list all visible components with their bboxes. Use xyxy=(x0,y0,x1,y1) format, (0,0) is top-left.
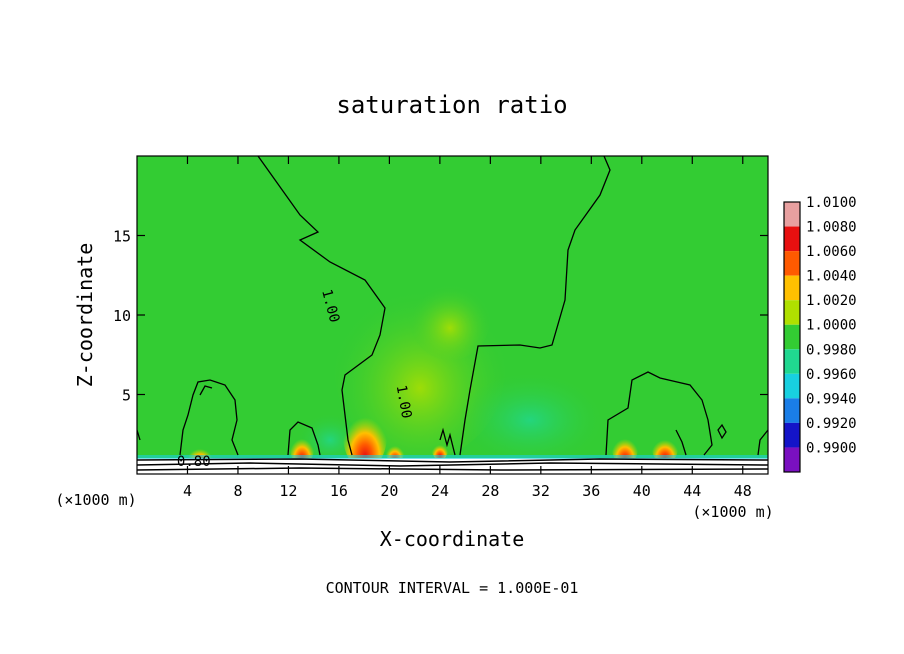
contour-island xyxy=(717,423,727,440)
contour-label: 0.80 xyxy=(177,454,211,470)
colorbar-swatch xyxy=(784,300,800,325)
x-tick-label: 16 xyxy=(330,482,348,500)
colorbar-swatch xyxy=(784,422,800,448)
contour-left-cell xyxy=(179,379,239,456)
x-tick-label: 28 xyxy=(481,482,499,500)
heatmap-field: 1.001.000.80 xyxy=(137,156,768,474)
colorbar-label: 1.0000 xyxy=(806,318,857,334)
x-axis-label: X-coordinate xyxy=(380,527,525,551)
colorbar-label: 1.0060 xyxy=(806,244,857,260)
x-tick-label: 8 xyxy=(233,482,242,500)
colorbar-label: 1.0040 xyxy=(806,269,857,285)
y-tick-label: 5 xyxy=(122,387,131,405)
colorbar-swatch xyxy=(784,447,800,472)
x-tick-label: 32 xyxy=(532,482,550,500)
colorbar-swatch xyxy=(784,275,800,301)
colorbar-label: 1.0100 xyxy=(806,195,857,211)
warm-plume-upper xyxy=(410,280,490,360)
contour-right-small xyxy=(675,429,687,456)
colorbar-label: 1.0020 xyxy=(806,293,857,309)
contour-1.00-main xyxy=(257,156,386,456)
x-tick-label: 20 xyxy=(380,482,398,500)
chart-title: saturation ratio xyxy=(336,91,567,119)
contour-left-cell-notch xyxy=(199,385,213,396)
contour-labels: 1.001.000.80 xyxy=(177,288,414,470)
cool-patch xyxy=(460,375,600,465)
x-tick-label: 44 xyxy=(683,482,701,500)
contour-right-edge xyxy=(757,429,768,456)
colorbar-swatch xyxy=(784,398,800,423)
contour-surface-1 xyxy=(137,458,768,463)
contour-interval-footer: CONTOUR INTERVAL = 1.000E-01 xyxy=(326,579,579,597)
contour-right-cell xyxy=(605,371,713,456)
colorbar-swatch xyxy=(784,349,800,374)
contour-mid-cell xyxy=(287,421,321,456)
colorbar-label: 1.0080 xyxy=(806,220,857,236)
colorbar-label: 0.9980 xyxy=(806,342,857,358)
x-tick-label: 40 xyxy=(633,482,651,500)
contour-surface-3 xyxy=(137,467,768,471)
surface-band-cyan xyxy=(137,455,768,459)
colorbar-swatch xyxy=(784,251,800,276)
x-tick-label: 36 xyxy=(582,482,600,500)
y-tick-label: 15 xyxy=(113,228,131,246)
colorbar-swatch xyxy=(784,202,800,227)
x-unit-left: (×1000 m) xyxy=(55,491,136,509)
hotspot-a xyxy=(343,400,387,470)
colorbar-label: 0.9920 xyxy=(806,416,857,432)
contour-label: 1.00 xyxy=(393,384,415,420)
contour-wiggle xyxy=(439,427,456,456)
x-tick-label: 24 xyxy=(431,482,449,500)
contour-surface-2 xyxy=(137,462,768,467)
x-tick-label: 4 xyxy=(183,482,192,500)
colorbar: 1.0100 1.0080 1.0060 1.0040 1.0020 1.0000 0.99… xyxy=(783,195,857,473)
x-tick-label: 48 xyxy=(734,482,752,500)
surface-band xyxy=(137,458,768,474)
colorbar-label: 0.9940 xyxy=(806,391,857,407)
x-unit-right: (×1000 m) xyxy=(692,503,773,521)
colorbar-swatch xyxy=(784,226,800,252)
y-axis-label: Z-coordinate xyxy=(73,243,97,388)
colorbar-label: 0.9900 xyxy=(806,440,857,456)
colorbar-frame xyxy=(783,201,801,473)
y-tick-label: 10 xyxy=(113,307,131,325)
x-tick-label: 12 xyxy=(279,482,297,500)
y-axis: 5 10 15 xyxy=(113,228,768,405)
x-axis: 4 8 12 16 20 24 28 32 36 40 44 48 xyxy=(183,156,752,500)
colorbar-label: 0.9960 xyxy=(806,367,857,383)
contour-1.00-right xyxy=(459,156,611,456)
colorbar-swatch xyxy=(784,324,800,350)
contour-lines xyxy=(137,156,768,471)
colorbar-swatch xyxy=(784,373,800,399)
